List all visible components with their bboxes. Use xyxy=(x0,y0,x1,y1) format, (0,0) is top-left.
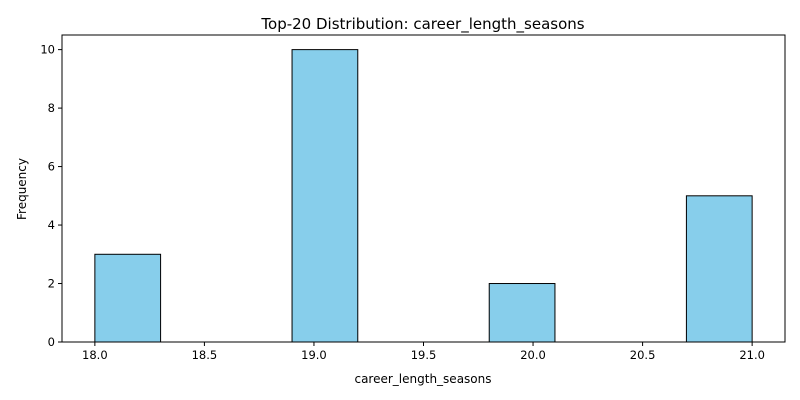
histogram-bar-3 xyxy=(291,49,359,343)
histogram-bar-6 xyxy=(488,283,556,343)
histogram-bar-9 xyxy=(685,195,753,343)
bars-group xyxy=(94,49,753,343)
y-tick-label: 0 xyxy=(48,335,55,349)
x-axis-ticks: 18.0 18.5 19.0 19.5 20.0 20.5 21.0 xyxy=(82,342,765,362)
x-tick-label: 18.5 xyxy=(192,348,218,362)
x-axis-label: career_length_seasons xyxy=(354,372,491,386)
y-tick-label: 6 xyxy=(48,160,55,174)
x-tick-label: 20.5 xyxy=(630,348,656,362)
x-tick-label: 18.0 xyxy=(82,348,108,362)
y-tick-label: 2 xyxy=(48,277,55,291)
chart-title: Top-20 Distribution: career_length_seaso… xyxy=(260,15,584,34)
histogram-bar-0 xyxy=(94,253,162,343)
y-tick-label: 10 xyxy=(40,43,55,57)
y-axis-ticks: 0 2 4 6 8 10 xyxy=(40,43,62,349)
x-tick-label: 21.0 xyxy=(739,348,765,362)
y-tick-label: 8 xyxy=(48,101,55,115)
y-axis-label: Frequency xyxy=(15,158,29,220)
y-tick-label: 4 xyxy=(48,218,55,232)
x-tick-label: 19.5 xyxy=(411,348,437,362)
x-tick-label: 19.0 xyxy=(301,348,327,362)
plot-frame xyxy=(61,34,786,343)
x-tick-label: 20.0 xyxy=(520,348,546,362)
